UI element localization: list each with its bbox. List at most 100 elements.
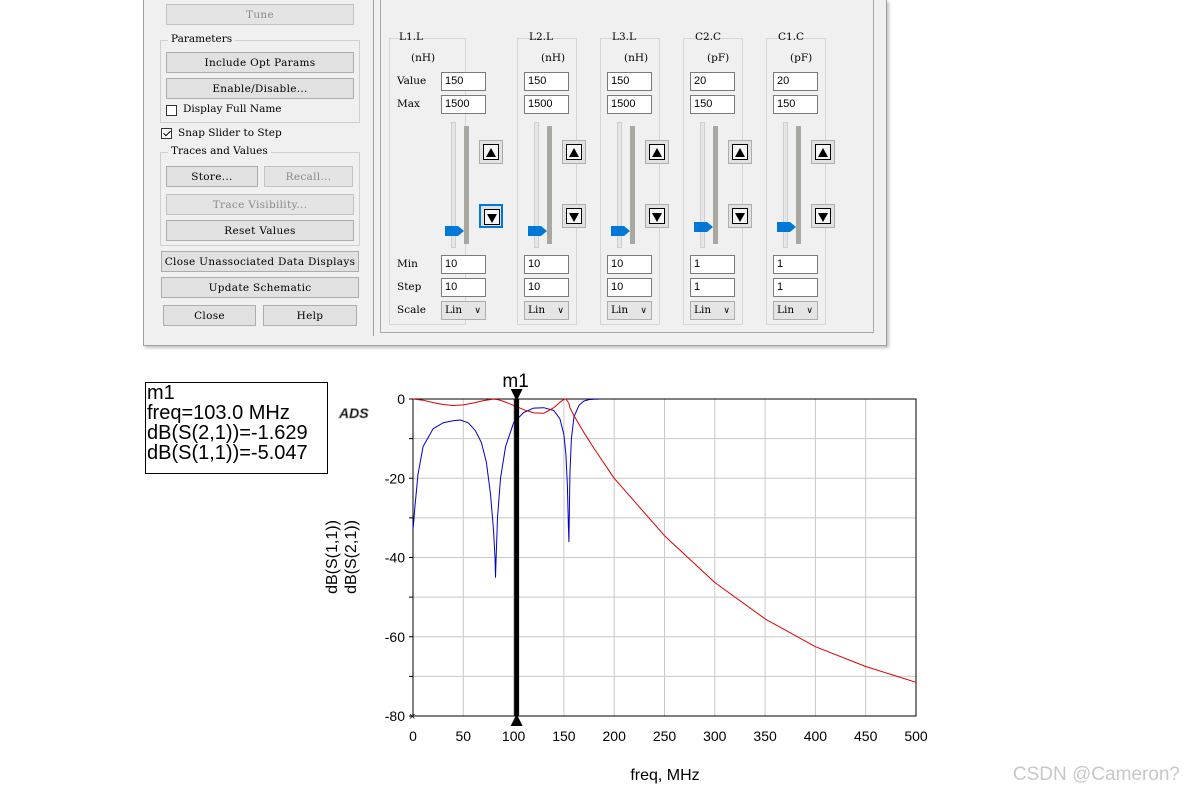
y-tick-label: -40 [385, 550, 405, 566]
min-field-c1[interactable]: 1 [773, 255, 818, 274]
include-opt-params-button[interactable]: Include Opt Params [166, 52, 354, 73]
scale-select-l1[interactable]: Lin ∨ [441, 301, 486, 320]
param-unit-c2: (pF) [707, 52, 730, 64]
increment-button-c1[interactable] [811, 140, 835, 164]
scale-select-c1[interactable]: Lin ∨ [773, 301, 818, 320]
decrement-button-l3[interactable] [645, 204, 669, 228]
x-tick-label: 400 [804, 728, 828, 744]
tune-button[interactable]: Tune [166, 4, 354, 25]
tuning-dialog: Tune Parameters Include Opt Params Enabl… [143, 0, 887, 346]
step-field-l3[interactable]: 10 [607, 278, 652, 297]
marker-freq: freq=103.0 MHz [147, 402, 290, 424]
value-field-l1[interactable]: 150 [441, 72, 486, 91]
min-field-l1[interactable]: 10 [441, 255, 486, 274]
step-field-c1[interactable]: 1 [773, 278, 818, 297]
param-unit-c1: (pF) [790, 52, 813, 64]
x-tick-label: 300 [703, 728, 727, 744]
close-button[interactable]: Close [163, 305, 256, 326]
parameters-group [160, 40, 360, 123]
param-unit-l1: (nH) [411, 52, 436, 64]
chevron-down-icon: ∨ [557, 306, 564, 316]
x-tick-label: 100 [502, 728, 526, 744]
plot-grid [412, 398, 917, 717]
step-field-l2[interactable]: 10 [524, 278, 569, 297]
trace-s21 [412, 398, 917, 683]
help-button[interactable]: Help [263, 305, 357, 326]
x-tick-label: 200 [603, 728, 627, 744]
snap-slider-checkbox[interactable] [161, 128, 172, 139]
min-field-c2[interactable]: 1 [690, 255, 735, 274]
param-name-l2: L2.L [529, 31, 553, 43]
value-field-c1[interactable]: 20 [773, 72, 818, 91]
increment-button-l3[interactable] [645, 140, 669, 164]
slider-thumb-c2[interactable] [694, 222, 713, 232]
increment-button-l1[interactable] [479, 140, 503, 164]
decrement-button-c1[interactable] [811, 204, 835, 228]
decrement-button-l1[interactable] [479, 204, 503, 228]
increment-button-c2[interactable] [728, 140, 752, 164]
step-field-l1[interactable]: 10 [441, 278, 486, 297]
increment-button-l2[interactable] [562, 140, 586, 164]
max-field-c2[interactable]: 150 [690, 95, 735, 114]
decrement-button-c2[interactable] [728, 204, 752, 228]
slider-thumb-l2[interactable] [528, 226, 547, 236]
slider-track-l2[interactable] [534, 122, 539, 248]
ads-logo: ADS [338, 405, 369, 421]
param-column-l3 [600, 38, 660, 325]
display-full-name-checkbox[interactable] [166, 105, 177, 116]
min-field-l3[interactable]: 10 [607, 255, 652, 274]
store-button[interactable]: Store... [166, 166, 258, 187]
slider-panel: Value Max Min Step Scale L1.L (nH) 150 1… [380, 0, 874, 333]
y-tick-label: -60 [385, 629, 405, 645]
y-axis-label-s21: dB(S(2,1)) [343, 520, 360, 594]
param-name-c1: C1.C [778, 31, 805, 43]
y-tick-label: -80 [385, 708, 405, 724]
max-field-l1[interactable]: 1500 [441, 95, 486, 114]
slider-thumb-l1[interactable] [445, 226, 464, 236]
max-field-l3[interactable]: 1500 [607, 95, 652, 114]
recall-button[interactable]: Recall... [264, 166, 353, 187]
scale-value-l2: Lin [528, 304, 546, 316]
step-field-c2[interactable]: 1 [690, 278, 735, 297]
slider-track-c1[interactable] [783, 122, 788, 248]
slider-track-l3[interactable] [617, 122, 622, 248]
trace-s11 [412, 398, 600, 578]
value-field-l3[interactable]: 150 [607, 72, 652, 91]
value-field-l2[interactable]: 150 [524, 72, 569, 91]
scale-select-l2[interactable]: Lin ∨ [524, 301, 569, 320]
marker-readout[interactable]: m1 freq=103.0 MHz dB(S(2,1))=-1.629 dB(S… [145, 382, 328, 474]
watermark: CSDN @Cameron? [1012, 764, 1180, 785]
enable-disable-button[interactable]: Enable/Disable... [166, 78, 354, 99]
max-field-c1[interactable]: 150 [773, 95, 818, 114]
value-row-label: Value [397, 75, 427, 87]
marker-label: m1 [502, 371, 528, 392]
slider-thumb-l3[interactable] [611, 226, 630, 236]
plot-traces: × [409, 398, 917, 723]
trace-visibility-button[interactable]: Trace Visibility... [166, 194, 354, 215]
slider-thumb-c1[interactable] [777, 222, 796, 232]
param-column-c2 [683, 38, 743, 325]
scale-select-c2[interactable]: Lin ∨ [690, 301, 735, 320]
slider-track-l1[interactable] [451, 122, 456, 248]
marker-top-triangle [510, 389, 523, 401]
value-field-c2[interactable]: 20 [690, 72, 735, 91]
chevron-down-icon: ∨ [806, 306, 813, 316]
min-field-l2[interactable]: 10 [524, 255, 569, 274]
slider-rail-c2 [713, 126, 718, 244]
slider-rail-c1 [796, 126, 801, 244]
panel-divider [373, 0, 374, 336]
decrement-button-l2[interactable] [562, 204, 586, 228]
s-parameter-plot[interactable]: ADS 0 50 100 150 200 250 300 350 400 450 500 0 -20 -4… [0, 355, 960, 796]
scale-value-c1: Lin [777, 304, 795, 316]
update-schematic-button[interactable]: Update Schematic [161, 277, 359, 298]
reset-values-button[interactable]: Reset Values [166, 220, 354, 241]
max-field-l2[interactable]: 1500 [524, 95, 569, 114]
marker-s21: dB(S(2,1))=-1.629 [147, 422, 308, 444]
display-full-name-label: Display Full Name [183, 103, 282, 115]
y-tick-label: 0 [397, 391, 405, 407]
y-axis-label-s11: dB(S(1,1)) [324, 520, 341, 594]
slider-track-c2[interactable] [700, 122, 705, 248]
close-unassociated-button[interactable]: Close Unassociated Data Displays [161, 251, 359, 272]
marker-m1[interactable]: m1 [502, 371, 529, 726]
scale-select-l3[interactable]: Lin ∨ [607, 301, 652, 320]
